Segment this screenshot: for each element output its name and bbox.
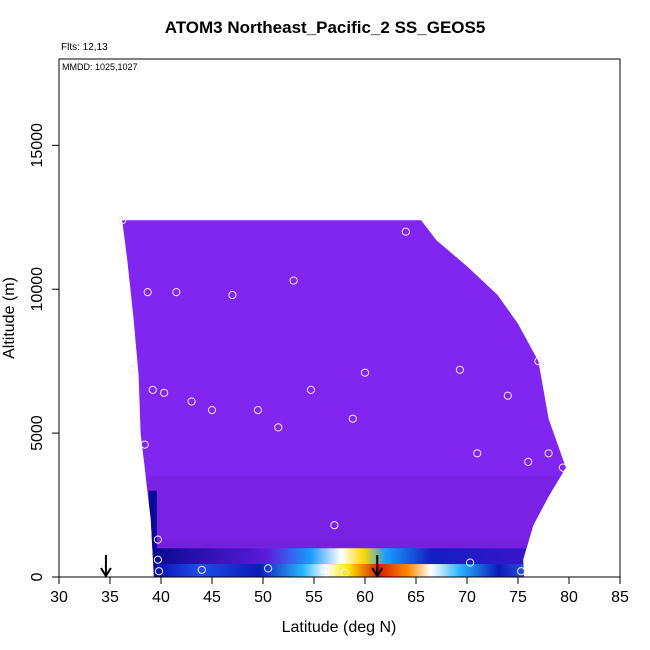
flight-point [153,535,162,544]
flight-point [264,564,273,573]
arrow-head [371,567,384,578]
x-tick-label: 75 [509,589,527,606]
flight-track-points [118,216,568,577]
flight-point [140,440,149,449]
flight-point [544,449,553,458]
y-tick-label: 15000 [29,123,46,168]
flight-point [128,365,137,374]
flight-point [187,397,196,406]
arrow-head [100,567,112,578]
heatmap-left-strip [148,490,157,577]
heatmap-band-surface [153,564,529,577]
x-tick-label: 60 [356,589,374,606]
flight-point [207,406,217,415]
flight-point [558,463,568,472]
x-tick-label: 45 [203,589,221,606]
flight-point [197,565,206,574]
flight-point [503,391,512,400]
flight-point [289,276,298,285]
flight-point [485,276,494,285]
heatmap-clipped-group [122,220,566,577]
flight-point [143,288,152,297]
x-tick-label: 30 [50,589,68,606]
x-axis: 30 35 40 45 50 55 60 65 70 75 80 85 [50,577,629,606]
flight-point [154,567,164,576]
flight-point [330,521,339,530]
flight-point [274,423,283,432]
y-tick-label: 10000 [29,267,46,312]
flight-point [401,227,410,236]
flight-point [172,288,181,297]
flight-point [524,457,533,466]
flight-point [228,290,237,300]
flight-point [153,555,162,564]
flight-point [340,568,349,577]
flight-point [348,414,357,423]
flight-point [306,385,315,394]
x-tick-label: 80 [560,589,578,606]
flight-point [118,216,127,225]
flight-point [253,406,262,415]
x-tick-label: 85 [611,589,629,606]
flight-point [360,368,370,377]
heatmap-near-surface-layer [122,539,566,549]
x-tick-label: 35 [101,589,119,606]
flight-point [517,567,526,576]
flight-point [473,449,482,458]
flight-point [320,567,329,576]
x-tick-label: 70 [458,589,476,606]
chart-title: ATOM3 Northeast_Pacific_2 SS_GEOS5 [164,18,486,37]
x-axis-label: Latitude (deg N) [282,619,397,636]
y-axis: 0 5000 10000 15000 [29,123,59,581]
y-tick-label: 5000 [29,415,46,451]
plot-frame [58,58,621,578]
dates-label: MMDD: 1025,1027 [62,62,138,72]
heatmap-field [122,220,566,577]
x-tick-label: 40 [152,589,170,606]
heatmap-band-upper [153,548,529,565]
flight-point [455,365,464,374]
flights-label: Flts: 12,13 [61,42,108,53]
y-tick-label: 0 [29,572,46,581]
flight-arrows [100,555,384,578]
y-axis-label: Altitude (m) [1,277,18,359]
x-tick-label: 50 [254,589,272,606]
x-tick-label: 65 [407,589,425,606]
flight-point [160,388,169,397]
flight-point [466,558,475,567]
flight-point [148,385,157,394]
flight-point [534,357,543,366]
heatmap-lower-layer [122,476,566,540]
x-tick-label: 55 [305,589,323,606]
